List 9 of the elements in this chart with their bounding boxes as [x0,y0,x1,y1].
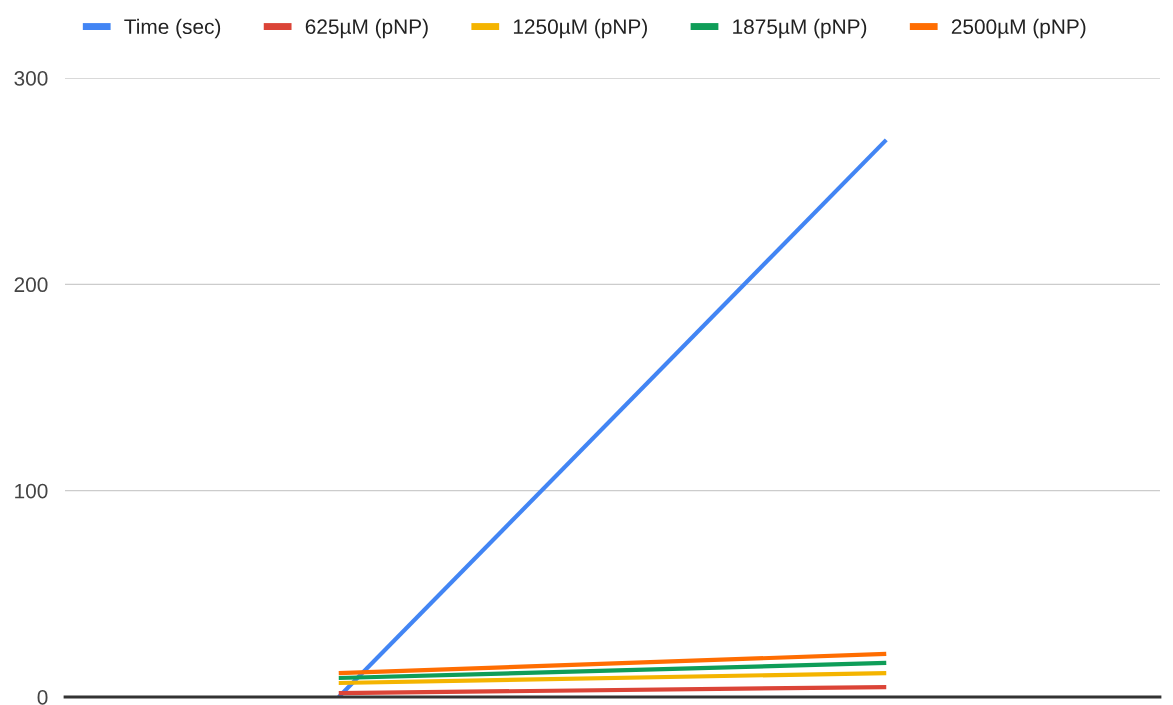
y-tick-label: 300 [14,71,48,86]
legend-label: 625µM (pNP) [305,18,428,39]
legend-label: 1875µM (pNP) [733,18,867,39]
legend-label: 2500µM (pNP) [951,18,1086,39]
legend-label: 1250µM (pNP) [513,18,647,39]
y-tick-label: 200 [14,277,48,293]
legend-label: Time (sec) [124,18,221,39]
y-tick-label: 100 [15,483,48,499]
y-tick-label: 0 [37,690,48,705]
